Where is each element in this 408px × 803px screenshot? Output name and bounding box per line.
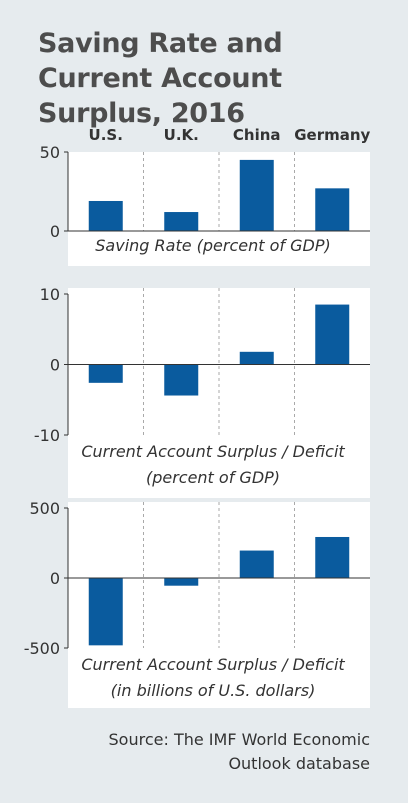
y-tick-label: 500	[29, 499, 60, 518]
bar	[315, 304, 350, 365]
panel-caption: (in billions of U.S. dollars)	[111, 681, 316, 700]
category-label: U.K.	[164, 126, 199, 144]
panel-caption: (percent of GDP)	[146, 468, 280, 487]
panel-caption: Current Account Surplus / Deficit	[81, 655, 345, 674]
bar	[315, 188, 350, 231]
y-tick-label: 0	[50, 222, 60, 241]
y-tick-label: -500	[24, 639, 60, 658]
panel-caption: Current Account Surplus / Deficit	[81, 442, 345, 461]
source-note: Source: The IMF World Economic Outlook d…	[108, 730, 370, 773]
y-tick-label: 50	[40, 143, 60, 162]
y-tick-label: 0	[50, 569, 60, 588]
bar	[239, 159, 274, 231]
bar	[88, 200, 123, 231]
chart-title: Saving Rate and Current Account Surplus,…	[38, 28, 283, 129]
category-label: Germany	[294, 126, 370, 144]
category-label: U.S.	[89, 126, 123, 144]
bar	[164, 578, 199, 586]
category-label: China	[233, 126, 281, 144]
bar	[239, 351, 274, 365]
bar	[315, 536, 350, 578]
y-tick-label: -10	[34, 426, 60, 445]
y-tick-label: 10	[40, 285, 60, 304]
bar	[88, 364, 123, 383]
bar	[164, 364, 199, 396]
bar	[88, 578, 123, 646]
bar	[164, 212, 199, 231]
panel-caption: Saving Rate (percent of GDP)	[95, 236, 330, 255]
y-tick-label: 0	[50, 356, 60, 375]
bar	[239, 550, 274, 578]
